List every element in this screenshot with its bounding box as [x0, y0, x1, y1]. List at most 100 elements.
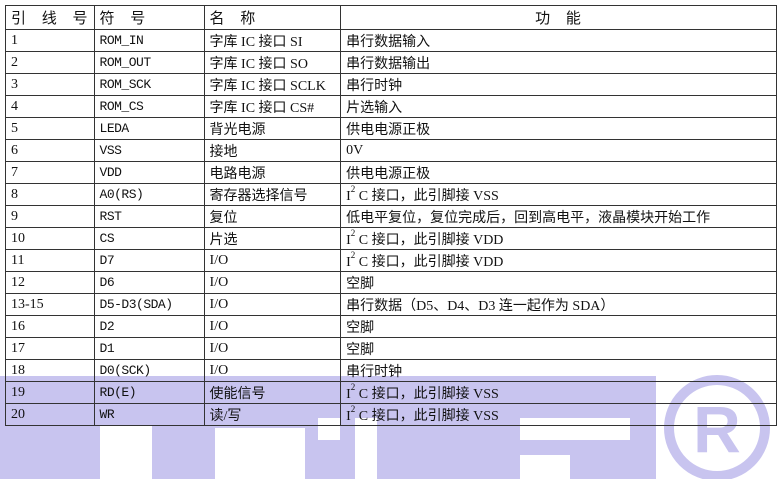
pin-cell: 10 [5, 227, 95, 250]
function-cell: I2 C 接口，此引脚接 VDD [340, 227, 777, 250]
pin-cell: 3 [5, 73, 95, 96]
function-cell: 低电平复位，复位完成后，回到高电平，液晶模块开始工作 [340, 205, 777, 228]
name-cell: 接地 [203, 139, 342, 162]
i2c-superscript: 2 [350, 249, 356, 260]
pin-cell: 17 [5, 337, 95, 360]
name-cell: I/O [203, 293, 342, 316]
i2c-prefix: I [346, 188, 351, 204]
table-row: 10 CS 片选 I2 C 接口，此引脚接 VDD [5, 227, 777, 250]
function-cell: 供电电源正极 [340, 117, 777, 140]
header-symbol: 符 号 [93, 5, 205, 30]
symbol-cell: D7 [93, 249, 205, 272]
pin-cell: 11 [5, 249, 95, 272]
function-cell: 空脚 [340, 271, 777, 294]
function-cell: 串行数据输出 [340, 51, 777, 74]
i2c-text: C 接口，此引脚接 VSS [358, 408, 499, 424]
function-cell: 空脚 [340, 315, 777, 338]
i2c-text: C 接口，此引脚接 VDD [358, 232, 504, 248]
table-row: 8 A0(RS) 寄存器选择信号 I2 C 接口，此引脚接 VSS [5, 183, 777, 206]
pin-cell: 7 [5, 161, 95, 184]
i2c-text: C 接口，此引脚接 VSS [358, 386, 499, 402]
name-cell: 寄存器选择信号 [203, 183, 342, 206]
i2c-superscript: 2 [350, 183, 356, 194]
name-cell: I/O [203, 337, 342, 360]
pin-cell: 1 [5, 29, 95, 52]
function-cell: 0V [340, 139, 777, 162]
table-row: 13-15 D5-D3(SDA) I/O 串行数据（D5、D4、D3 连一起作为 SD… [5, 293, 777, 316]
function-cell: 串行时钟 [340, 73, 777, 96]
pin-cell: 2 [5, 51, 95, 74]
table-row: 18 D0(SCK) I/O 串行时钟 [5, 359, 777, 382]
name-cell: 片选 [203, 227, 342, 250]
symbol-cell: LEDA [93, 117, 205, 140]
name-cell: 字库 IC 接口 SI [203, 29, 342, 52]
name-cell: I/O [203, 249, 342, 272]
table-row: 11 D7 I/O I2 C 接口，此引脚接 VDD [5, 249, 777, 272]
table-row: 3 ROM_SCK 字库 IC 接口 SCLK 串行时钟 [5, 73, 777, 96]
name-cell: I/O [203, 271, 342, 294]
name-cell: I/O [203, 315, 342, 338]
pin-cell: 6 [5, 139, 95, 162]
function-cell: 空脚 [340, 337, 777, 360]
pin-cell: 9 [5, 205, 95, 228]
header-function: 功 能 [340, 5, 777, 30]
i2c-prefix: I [346, 232, 351, 248]
symbol-cell: A0(RS) [93, 183, 205, 206]
function-cell: 片选输入 [340, 95, 777, 118]
name-cell: 使能信号 [203, 381, 342, 404]
symbol-cell: D0(SCK) [93, 359, 205, 382]
symbol-cell: VDD [93, 161, 205, 184]
pin-definition-table: 引 线 号 符 号 名 称 功 能 1 ROM_IN 字库 IC 接口 SI 串行数据… [5, 5, 777, 426]
pin-cell: 5 [5, 117, 95, 140]
table-row: 12 D6 I/O 空脚 [5, 271, 777, 294]
pin-cell: 8 [5, 183, 95, 206]
function-cell: 串行时钟 [340, 359, 777, 382]
i2c-prefix: I [346, 254, 351, 270]
pin-cell: 16 [5, 315, 95, 338]
table-row: 1 ROM_IN 字库 IC 接口 SI 串行数据输入 [5, 29, 777, 52]
symbol-cell: CS [93, 227, 205, 250]
name-cell: 背光电源 [203, 117, 342, 140]
symbol-cell: WR [93, 403, 205, 426]
pin-cell: 20 [5, 403, 95, 426]
table-row: 17 D1 I/O 空脚 [5, 337, 777, 360]
header-name: 名 称 [203, 5, 342, 30]
i2c-superscript: 2 [350, 403, 356, 414]
pin-cell: 13-15 [5, 293, 95, 316]
name-cell: 复位 [203, 205, 342, 228]
pin-cell: 4 [5, 95, 95, 118]
name-cell: 读/写 [203, 403, 342, 426]
table-header-row: 引 线 号 符 号 名 称 功 能 [5, 5, 777, 30]
function-cell: I2 C 接口，此引脚接 VSS [340, 403, 777, 426]
symbol-cell: VSS [93, 139, 205, 162]
table-row: 5 LEDA 背光电源 供电电源正极 [5, 117, 777, 140]
symbol-cell: RST [93, 205, 205, 228]
i2c-text: C 接口，此引脚接 VSS [358, 188, 499, 204]
i2c-superscript: 2 [350, 381, 356, 392]
table-row: 4 ROM_CS 字库 IC 接口 CS# 片选输入 [5, 95, 777, 118]
symbol-cell: ROM_CS [93, 95, 205, 118]
function-cell: 供电电源正极 [340, 161, 777, 184]
symbol-cell: D2 [93, 315, 205, 338]
symbol-cell: D6 [93, 271, 205, 294]
table-row: 7 VDD 电路电源 供电电源正极 [5, 161, 777, 184]
header-pin: 引 线 号 [5, 5, 95, 30]
name-cell: 字库 IC 接口 CS# [203, 95, 342, 118]
function-cell: 串行数据输入 [340, 29, 777, 52]
function-cell: 串行数据（D5、D4、D3 连一起作为 SDA） [340, 293, 777, 316]
name-cell: 电路电源 [203, 161, 342, 184]
i2c-text: C 接口，此引脚接 VDD [358, 254, 504, 270]
symbol-cell: ROM_OUT [93, 51, 205, 74]
i2c-superscript: 2 [350, 227, 356, 238]
i2c-prefix: I [346, 386, 351, 402]
symbol-cell: ROM_IN [93, 29, 205, 52]
name-cell: I/O [203, 359, 342, 382]
name-cell: 字库 IC 接口 SCLK [203, 73, 342, 96]
table-row: 9 RST 复位 低电平复位，复位完成后，回到高电平，液晶模块开始工作 [5, 205, 777, 228]
symbol-cell: D5-D3(SDA) [93, 293, 205, 316]
pin-cell: 19 [5, 381, 95, 404]
table-row: 2 ROM_OUT 字库 IC 接口 SO 串行数据输出 [5, 51, 777, 74]
table-row: 20 WR 读/写 I2 C 接口，此引脚接 VSS [5, 403, 777, 426]
pin-cell: 12 [5, 271, 95, 294]
symbol-cell: ROM_SCK [93, 73, 205, 96]
